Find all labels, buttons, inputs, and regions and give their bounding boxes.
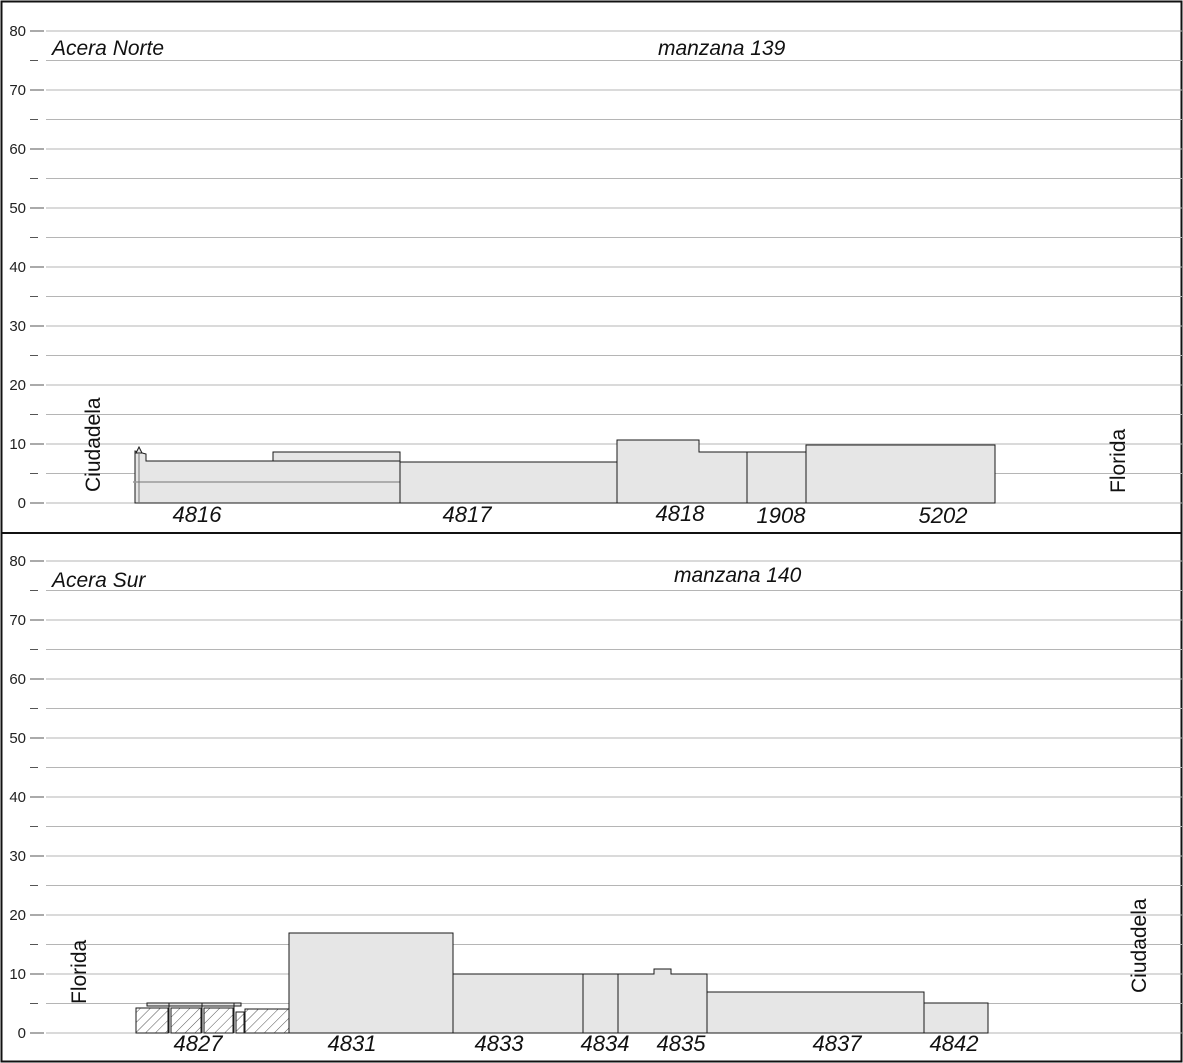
- y-tick-label: 0: [18, 495, 26, 512]
- sidewalk-title: Acera Sur: [50, 569, 146, 592]
- y-axis-sur: 0 10 20 30 40 50 60 70 80: [9, 553, 44, 1042]
- lot-label: 4831: [328, 1031, 377, 1056]
- street-label-right: Ciudadela: [1128, 898, 1151, 993]
- building-lot-5202: [805, 444, 996, 504]
- building-lot-4835: [617, 968, 708, 1034]
- lot-label: 1908: [757, 503, 807, 528]
- lot-label: 4817: [443, 502, 493, 527]
- street-label-left: Ciudadela: [82, 397, 105, 492]
- building-lot-4827: [135, 1002, 290, 1034]
- lot-label: 4818: [656, 501, 706, 526]
- building-lot-4833: [452, 973, 584, 1034]
- y-tick-label: 0: [18, 1025, 26, 1042]
- y-tick-label: 80: [9, 23, 26, 40]
- y-axis-norte: 0 10 20 30 40 50 60 70 80: [9, 23, 44, 512]
- y-tick-label: 30: [9, 848, 26, 865]
- building-lot-4831: [288, 932, 454, 1034]
- building-lot-1908: [746, 451, 807, 504]
- y-tick-label: 20: [9, 907, 26, 924]
- lot-label: 4833: [475, 1031, 525, 1056]
- lot-label: 4837: [813, 1031, 863, 1056]
- y-tick-label: 50: [9, 730, 26, 747]
- grid-sur: [46, 560, 1182, 1034]
- street-label-right: Florida: [1107, 428, 1130, 493]
- y-tick-label: 50: [9, 200, 26, 217]
- building-lot-4834: [582, 973, 619, 1034]
- grid-norte: [46, 30, 1182, 504]
- lot-label: 5202: [919, 503, 968, 528]
- panel-acera-norte: 0 10 20 30 40 50 60 70 80 Acera Norte manzana 13…: [9, 23, 1182, 528]
- building-lot-4816: [133, 445, 401, 504]
- lot-label: 4842: [930, 1031, 979, 1056]
- building-lot-4818: [616, 439, 748, 504]
- block-title: manzana 139: [658, 37, 786, 60]
- lot-label: 4816: [173, 502, 223, 527]
- y-tick-label: 30: [9, 318, 26, 335]
- building-lot-4837: [706, 991, 925, 1034]
- sidewalk-title: Acera Norte: [50, 37, 164, 60]
- building-lot-4817: [399, 461, 618, 504]
- y-tick-label: 10: [9, 966, 26, 983]
- lot-label: 4827: [174, 1031, 224, 1056]
- y-tick-label: 70: [9, 82, 26, 99]
- y-tick-label: 40: [9, 259, 26, 276]
- y-tick-label: 20: [9, 377, 26, 394]
- y-tick-label: 40: [9, 789, 26, 806]
- y-tick-label: 70: [9, 612, 26, 629]
- y-tick-label: 10: [9, 436, 26, 453]
- y-tick-label: 80: [9, 553, 26, 570]
- building-lot-4842: [923, 1002, 989, 1034]
- y-tick-label: 60: [9, 671, 26, 688]
- street-label-left: Florida: [68, 939, 91, 1004]
- lot-label: 4835: [657, 1031, 707, 1056]
- lot-label: 4834: [581, 1031, 630, 1056]
- block-title: manzana 140: [674, 564, 802, 587]
- y-tick-label: 60: [9, 141, 26, 158]
